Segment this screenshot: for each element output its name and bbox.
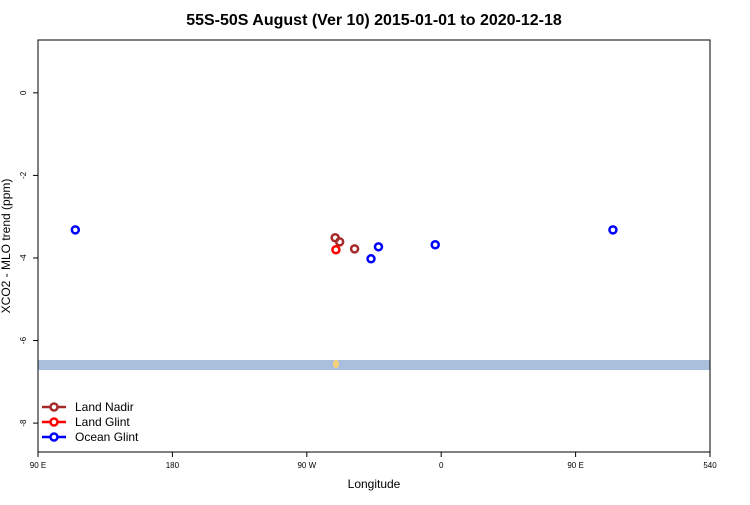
y-tick-label: -8 [19, 419, 28, 427]
point [331, 244, 341, 255]
legend-label: Land Glint [75, 415, 130, 429]
y-tick-label: 0 [19, 90, 28, 95]
y-axis-label: XCO2 - MLO trend (ppm) [0, 179, 13, 314]
legend-marker [49, 402, 59, 412]
point [349, 244, 360, 254]
point [373, 242, 384, 252]
x-tick-label: 0 [439, 461, 444, 470]
point [366, 254, 376, 264]
point [608, 225, 618, 235]
point [430, 240, 440, 250]
x-tick-label: 540 [703, 461, 717, 470]
x-tick-label: 90 E [567, 461, 583, 470]
legend-label: Ocean Glint [75, 430, 139, 444]
x-tick-label: 90 W [297, 461, 316, 470]
legend-marker [49, 432, 59, 442]
legend-marker [49, 417, 59, 427]
map-strip [38, 360, 710, 370]
plot-frame [37, 39, 711, 453]
y-tick-label: -6 [19, 336, 28, 344]
y-tick-label: -4 [19, 254, 28, 262]
chart-title: 55S-50S August (Ver 10) 2015-01-01 to 20… [186, 12, 562, 29]
x-tick-label: 180 [166, 461, 180, 470]
x-tick-label: 90 E [30, 461, 46, 470]
point [70, 225, 81, 235]
legend-label: Land Nadir [75, 400, 134, 414]
y-tick-label: -2 [19, 171, 28, 179]
land-patch [333, 360, 339, 368]
x-axis-label: Longitude [348, 477, 401, 491]
point [334, 237, 345, 247]
